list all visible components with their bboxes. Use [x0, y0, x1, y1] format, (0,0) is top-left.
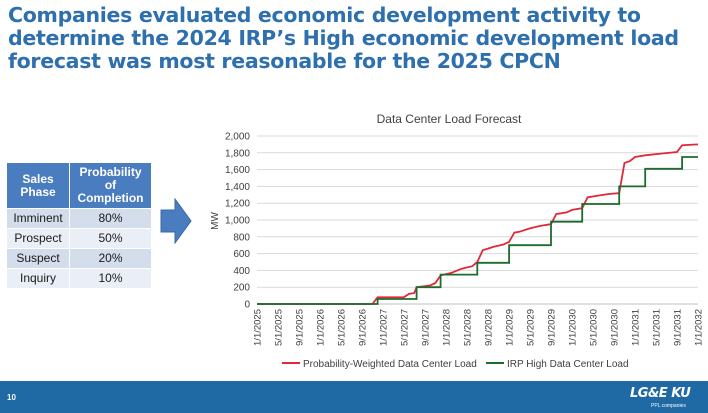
probability-cell: 10%: [69, 268, 152, 289]
y-tick-labels: 0 200 400 600 800 1,000 1,200 1,400 1,600 1,800 2,…: [225, 132, 250, 311]
table-row: Imminent 80%: [6, 208, 152, 229]
x-tick-label: 5/1/2031: [652, 309, 663, 346]
table-row: Inquiry 10%: [6, 268, 152, 289]
sales-phase-table: Sales Phase Probability of Completion Im…: [6, 162, 152, 289]
x-tick-label: 5/1/2029: [526, 309, 537, 346]
x-tick-label: 1/1/2027: [379, 309, 390, 346]
phase-cell: Suspect: [6, 248, 70, 269]
x-tick-labels: 1/1/2025 5/1/2025 9/1/2025 1/1/2026 5/1/2026…: [253, 309, 705, 346]
logo-subtext: PPL companies: [651, 403, 686, 409]
phase-cell: Imminent: [6, 208, 70, 229]
header-probability: Probability of Completion: [69, 162, 152, 209]
probability-cell: 50%: [69, 228, 152, 249]
x-tick-label: 1/1/2026: [316, 309, 327, 346]
page-number: 10: [7, 393, 16, 402]
y-tick-label: 1,600: [225, 165, 250, 176]
y-tick-label: 600: [233, 249, 250, 260]
probability-cell: 80%: [69, 208, 152, 229]
chart-title: Data Center Load Forecast: [377, 112, 522, 126]
x-tick-label: 9/1/2030: [610, 309, 621, 346]
probability-cell: 20%: [69, 248, 152, 269]
series-line: [257, 143, 699, 305]
phase-cell: Prospect: [6, 228, 70, 249]
table-row: Suspect 20%: [6, 248, 152, 269]
series-lines: [257, 143, 699, 305]
x-tick-label: 9/1/2028: [484, 309, 495, 346]
y-tick-label: 1,800: [225, 148, 250, 159]
y-tick-label: 1,200: [225, 199, 250, 210]
x-tick-label: 5/1/2026: [337, 309, 348, 346]
company-logo: LG&E KU: [630, 386, 691, 401]
x-tick-label: 1/1/2028: [442, 309, 453, 346]
table-header-row: Sales Phase Probability of Completion: [6, 162, 152, 209]
x-tick-label: 1/1/2032: [694, 309, 705, 346]
right-arrow-icon: [160, 198, 192, 244]
x-tick-label: 5/1/2027: [400, 309, 411, 346]
legend-label: IRP High Data Center Load: [507, 359, 629, 370]
series-line: [257, 156, 698, 305]
header-sales-phase: Sales Phase: [6, 162, 70, 209]
x-tick-label: 9/1/2027: [421, 309, 432, 346]
arrow-shape: [160, 198, 192, 244]
x-tick-label: 9/1/2025: [295, 309, 306, 346]
x-tick-label: 9/1/2029: [547, 309, 558, 346]
table-row: Prospect 50%: [6, 228, 152, 249]
y-tick-label: 1,000: [225, 216, 250, 227]
y-tick-label: 2,000: [225, 132, 250, 143]
x-tick-label: 9/1/2026: [358, 309, 369, 346]
legend: Probability-Weighted Data Center Load IRP…: [282, 359, 629, 370]
x-tick-label: 9/1/2031: [673, 309, 684, 346]
slide-title: Companies evaluated economic development…: [8, 3, 679, 73]
legend-label: Probability-Weighted Data Center Load: [303, 359, 477, 370]
phase-cell: Inquiry: [6, 268, 70, 289]
x-tick-label: 1/1/2025: [253, 309, 264, 346]
y-tick-label: 1,400: [225, 182, 250, 193]
data-center-load-chart: Data Center Load Forecast MW 0 200 400 600 8…: [210, 112, 705, 370]
y-tick-label: 200: [233, 283, 250, 294]
x-tick-label: 1/1/2029: [505, 309, 516, 346]
x-tick-label: 5/1/2030: [589, 309, 600, 346]
x-tick-label: 5/1/2025: [274, 309, 285, 346]
gridlines: [257, 135, 698, 305]
y-tick-label: 0: [244, 300, 250, 311]
y-tick-label: 400: [233, 266, 250, 277]
y-tick-label: 800: [233, 232, 250, 243]
x-tick-label: 5/1/2028: [463, 309, 474, 346]
x-tick-label: 1/1/2031: [631, 309, 642, 346]
x-tick-label: 1/1/2030: [568, 309, 579, 346]
slide-footer: 10 LG&E KU PPL companies: [0, 381, 708, 413]
y-axis-label: MW: [210, 212, 221, 230]
